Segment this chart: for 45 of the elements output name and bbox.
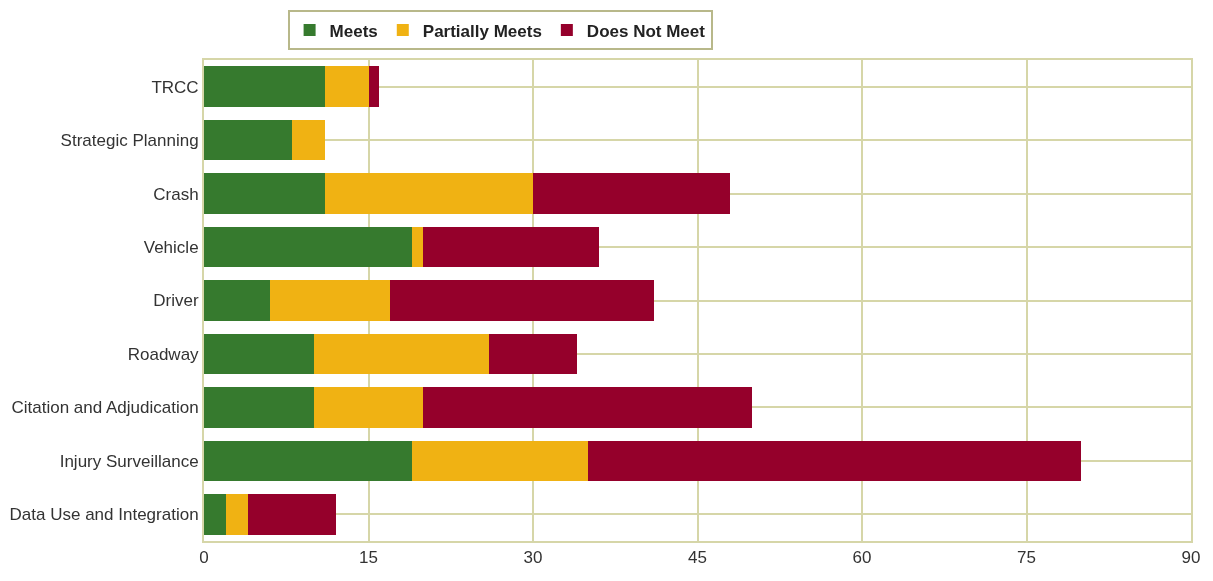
- bar: [204, 66, 325, 108]
- y-tick-label: Citation and Adjudication: [11, 398, 199, 418]
- legend-label: Meets: [329, 21, 378, 41]
- x-tick-label: 75: [1017, 548, 1036, 568]
- bar: [324, 173, 533, 214]
- x-tick-label: 15: [359, 548, 378, 568]
- x-tick-label: 45: [688, 548, 707, 568]
- y-tick-label: Crash: [153, 184, 199, 204]
- bar: [368, 66, 380, 108]
- y-tick-label: Roadway: [127, 344, 200, 364]
- y-tick-label: TRCC: [151, 77, 199, 97]
- y-tick-label: Vehicle: [143, 238, 199, 258]
- bar: [204, 387, 314, 428]
- bar: [313, 333, 490, 375]
- bar: [269, 280, 391, 321]
- bar: [204, 173, 325, 214]
- bar: [489, 333, 577, 375]
- bar: [533, 173, 731, 214]
- bar: [324, 66, 369, 108]
- bar: [587, 440, 1082, 482]
- bar: [247, 493, 336, 535]
- bar: [204, 280, 270, 321]
- y-tick-label: Strategic Planning: [60, 131, 199, 151]
- bar: [204, 333, 314, 375]
- x-tick-label: 90: [1181, 548, 1201, 568]
- legend-label: Does Not Meet: [586, 21, 706, 41]
- bar: [390, 280, 654, 321]
- x-tick-label: 0: [199, 548, 209, 568]
- bar: [204, 493, 226, 535]
- y-tick-label: Data Use and Integration: [9, 505, 199, 525]
- bar: [423, 387, 753, 428]
- bar: [204, 226, 413, 268]
- legend-label: Partially Meets: [422, 21, 542, 41]
- x-tick-label: 60: [852, 548, 872, 568]
- bar: [204, 440, 413, 482]
- bar: [204, 119, 292, 161]
- bar: [412, 440, 588, 482]
- bar: [225, 493, 248, 535]
- bar: [291, 119, 325, 161]
- bar: [313, 387, 424, 428]
- bar: [423, 226, 599, 268]
- y-tick-label: Injury Surveillance: [59, 451, 199, 471]
- y-tick-label: Driver: [153, 291, 199, 311]
- bar: [412, 226, 424, 268]
- x-tick-label: 30: [523, 548, 543, 568]
